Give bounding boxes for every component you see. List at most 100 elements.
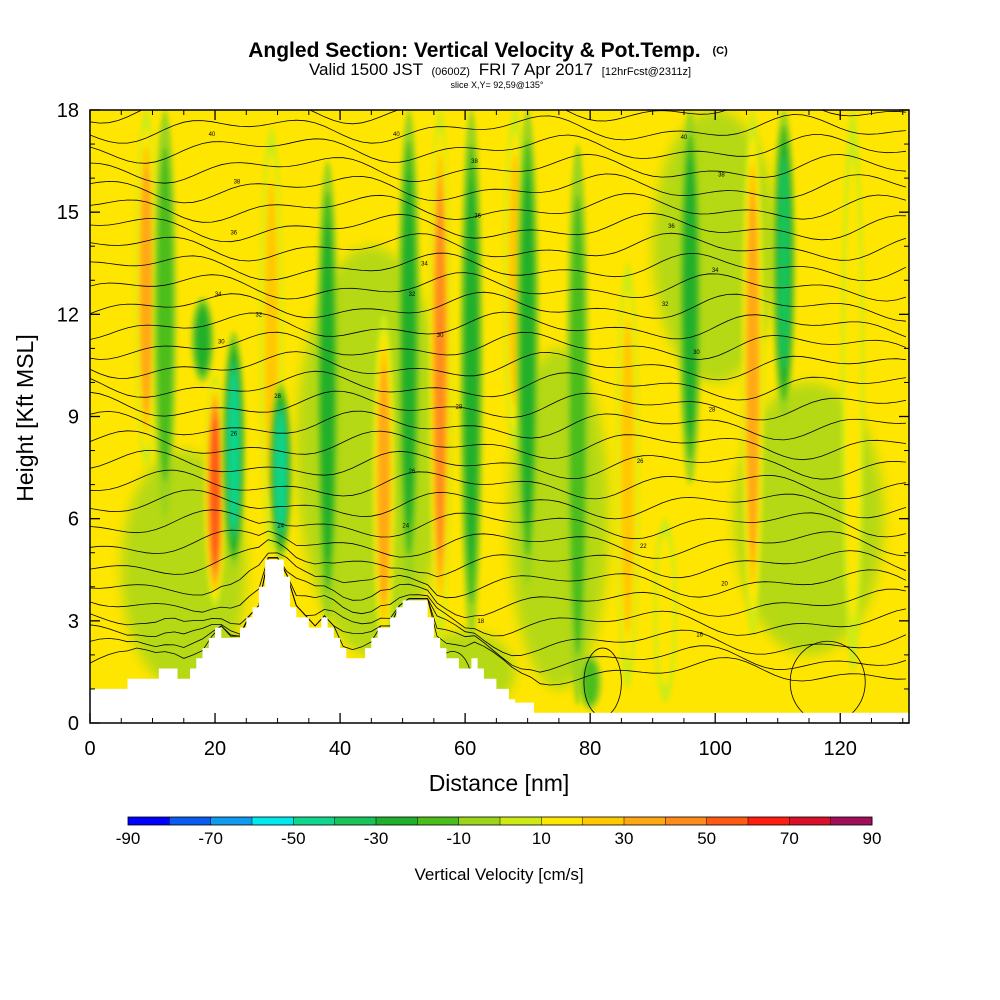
updraft-level bbox=[378, 365, 390, 604]
colorbar-swatch bbox=[706, 817, 749, 825]
isentrope bbox=[90, 311, 907, 340]
isentrope bbox=[90, 489, 907, 520]
updraft-band bbox=[428, 110, 452, 642]
plot-area: 40 40 40 38 38 38 36 36 36 34 34 34 32 32 32 30 30 30 28 28… bbox=[90, 110, 909, 723]
chart-title-sup: (C) bbox=[712, 45, 728, 57]
downdraft-band bbox=[772, 110, 796, 417]
isentrope bbox=[90, 331, 907, 360]
x-tick-label: 80 bbox=[579, 738, 601, 760]
colorbar-tick-label: 30 bbox=[615, 829, 634, 848]
colorbar-tick-label: 50 bbox=[697, 829, 716, 848]
y-tick-label: 18 bbox=[57, 100, 79, 122]
colorbar-swatch bbox=[541, 817, 584, 825]
updraft-band bbox=[372, 314, 396, 655]
contour-label: 26 bbox=[637, 459, 644, 465]
isentrope bbox=[90, 509, 906, 540]
colorbar-swatch bbox=[376, 817, 418, 825]
isentrope bbox=[90, 557, 906, 686]
colorbar-swatch bbox=[417, 817, 460, 825]
contour-label: 36 bbox=[474, 214, 481, 220]
colorbar-tick-label: -70 bbox=[198, 829, 223, 848]
colorbar-swatch bbox=[665, 817, 708, 825]
chart-title: Angled Section: Vertical Velocity & Pot.… bbox=[248, 39, 728, 62]
isentrope bbox=[90, 557, 906, 637]
valid-date: FRI 7 Apr 2017 bbox=[479, 60, 593, 79]
colorbar-swatch bbox=[500, 817, 542, 825]
contour-label: 24 bbox=[277, 523, 284, 529]
isentrope bbox=[90, 272, 907, 302]
isentrope bbox=[90, 134, 906, 164]
isentrope bbox=[90, 557, 907, 673]
downdraft-level bbox=[157, 146, 173, 482]
isentrope bbox=[90, 173, 907, 204]
chart-subtitle: Valid 1500 JST (0600Z) FRI 7 Apr 2017 [1… bbox=[309, 60, 691, 79]
y-tick-label: 9 bbox=[68, 407, 79, 429]
x-axis-label: Distance [nm] bbox=[429, 770, 570, 796]
colorbar-swatch bbox=[830, 817, 873, 825]
isentrope bbox=[90, 529, 906, 559]
isentrope bbox=[90, 430, 906, 461]
x-tick-label: 40 bbox=[329, 738, 351, 760]
colorbar-tick-label: -90 bbox=[116, 829, 141, 848]
isentrope bbox=[90, 552, 907, 599]
contour-label: 26 bbox=[230, 432, 237, 438]
updraft-band bbox=[741, 110, 765, 638]
colorbar-swatch bbox=[334, 817, 377, 825]
forecast-info: [12hrFcst@2311z] bbox=[602, 66, 691, 78]
colorbar-swatch bbox=[458, 817, 501, 825]
colorbar-swatch bbox=[252, 817, 294, 825]
downdraft-level bbox=[582, 659, 599, 705]
updraft-band bbox=[203, 375, 227, 608]
downdraft-level bbox=[465, 177, 478, 570]
isentrope bbox=[90, 291, 906, 322]
colorbar-swatch bbox=[293, 817, 336, 825]
x-tick-label: 60 bbox=[454, 738, 476, 760]
updraft-band bbox=[616, 263, 640, 689]
colorbar-title: Vertical Velocity [cm/s] bbox=[414, 865, 583, 884]
updraft-band bbox=[653, 518, 677, 703]
x-tick-label: 100 bbox=[699, 738, 732, 760]
y-tick-label: 3 bbox=[68, 611, 79, 633]
downdraft-level bbox=[196, 308, 209, 372]
contour-label: 30 bbox=[218, 340, 225, 346]
colorbar-swatch bbox=[624, 817, 666, 825]
updraft-level bbox=[657, 535, 674, 687]
isentrope bbox=[90, 370, 906, 401]
colorbar-tick-label: 10 bbox=[532, 829, 551, 848]
downdraft-band bbox=[566, 144, 590, 706]
downdraft-band bbox=[269, 382, 293, 560]
contour-label: 32 bbox=[662, 302, 669, 308]
colorbar-swatch bbox=[789, 817, 832, 825]
isentrope-closed bbox=[789, 640, 866, 723]
isentrope bbox=[90, 449, 906, 480]
updraft-band bbox=[134, 110, 158, 468]
contour-label: 32 bbox=[409, 292, 416, 298]
contour-label: 40 bbox=[681, 135, 688, 141]
isentrope bbox=[90, 212, 906, 243]
colorbar-tick-label: -30 bbox=[364, 829, 389, 848]
contour-label: 24 bbox=[402, 523, 409, 529]
contour-label: 18 bbox=[477, 619, 484, 625]
potential-temperature-contours bbox=[90, 110, 907, 723]
downdraft-band bbox=[678, 110, 702, 485]
contour-label: 16 bbox=[696, 632, 703, 638]
downdraft-level bbox=[683, 158, 697, 437]
contour-label: 22 bbox=[640, 544, 647, 550]
contour-label: 38 bbox=[234, 180, 241, 186]
updraft-level bbox=[621, 317, 635, 635]
contour-label: 28 bbox=[274, 394, 281, 400]
updraft-level bbox=[140, 163, 152, 414]
chart-title-main: Angled Section: Vertical Velocity & Pot.… bbox=[248, 39, 700, 62]
contour-label: 38 bbox=[471, 159, 478, 165]
colorbar-swatch bbox=[748, 817, 790, 825]
updraft-level bbox=[435, 196, 446, 555]
contour-label: 40 bbox=[393, 132, 400, 138]
x-tick-label: 120 bbox=[824, 738, 857, 760]
isentrope bbox=[90, 232, 907, 262]
downdraft-band bbox=[459, 110, 483, 638]
contour-label: 26 bbox=[409, 469, 416, 475]
updraft-level bbox=[844, 160, 861, 622]
contour-label: 36 bbox=[668, 224, 675, 230]
y-tick-label: 0 bbox=[68, 713, 79, 735]
y-tick-label: 12 bbox=[57, 304, 79, 326]
